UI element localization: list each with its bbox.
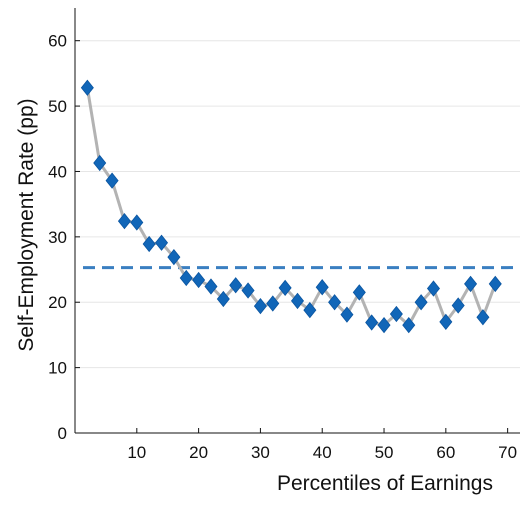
data-point-marker bbox=[451, 297, 465, 314]
data-point-marker bbox=[117, 213, 131, 230]
data-point-marker bbox=[365, 314, 379, 331]
data-point-marker bbox=[241, 282, 255, 299]
x-tick-label: 20 bbox=[189, 443, 208, 462]
data-point-marker bbox=[80, 79, 94, 96]
y-axis-title: Self-Employment Rate (pp) bbox=[15, 98, 38, 351]
data-point-marker bbox=[476, 309, 490, 326]
axis-layer: 0 10 20 30 40 50 60 10 20 30 40 50 60 70 bbox=[48, 8, 520, 462]
data-point-marker bbox=[105, 172, 119, 189]
data-point-marker bbox=[464, 275, 478, 293]
data-point-marker bbox=[204, 278, 218, 295]
y-tick-label: 10 bbox=[48, 359, 67, 378]
data-point-marker bbox=[488, 275, 502, 293]
x-axis-title: Percentiles of Earnings bbox=[277, 472, 493, 495]
data-point-marker bbox=[266, 295, 280, 312]
y-tick-label: 0 bbox=[58, 424, 67, 443]
data-point-marker bbox=[253, 298, 267, 315]
series-layer bbox=[80, 79, 502, 334]
data-point-marker bbox=[315, 279, 329, 296]
data-point-marker bbox=[402, 316, 416, 334]
x-tick-label: 10 bbox=[127, 443, 146, 462]
x-tick-label: 30 bbox=[251, 443, 270, 462]
data-point-marker bbox=[328, 294, 342, 311]
series-line bbox=[85, 87, 497, 327]
y-tick-label: 40 bbox=[48, 162, 67, 181]
data-point-marker bbox=[167, 248, 181, 266]
data-point-marker bbox=[340, 306, 354, 323]
y-tick-label: 30 bbox=[48, 228, 67, 247]
data-point-marker bbox=[179, 269, 193, 287]
data-point-marker bbox=[229, 277, 243, 294]
data-point-marker bbox=[155, 234, 169, 251]
x-tick-label: 60 bbox=[436, 443, 455, 462]
y-tick-label: 60 bbox=[48, 32, 67, 51]
data-point-marker bbox=[426, 280, 440, 297]
data-point-marker bbox=[414, 294, 428, 311]
data-point-marker bbox=[377, 316, 391, 334]
data-point-marker bbox=[93, 154, 107, 172]
data-point-marker bbox=[278, 279, 292, 296]
y-tick-label: 50 bbox=[48, 97, 67, 116]
data-point-marker bbox=[303, 301, 317, 319]
data-point-marker bbox=[352, 284, 366, 301]
data-point-marker bbox=[216, 290, 230, 308]
grid-layer bbox=[75, 40, 520, 369]
data-point-marker bbox=[130, 214, 144, 231]
x-tick-label: 50 bbox=[375, 443, 394, 462]
data-point-marker bbox=[389, 305, 403, 323]
data-point-marker bbox=[290, 292, 305, 310]
x-tick-label: 40 bbox=[313, 443, 332, 462]
x-tick-label: 70 bbox=[498, 443, 517, 462]
data-point-marker bbox=[439, 313, 453, 330]
data-point-marker bbox=[142, 235, 156, 253]
y-tick-label: 20 bbox=[48, 293, 67, 312]
data-point-marker bbox=[192, 271, 206, 289]
